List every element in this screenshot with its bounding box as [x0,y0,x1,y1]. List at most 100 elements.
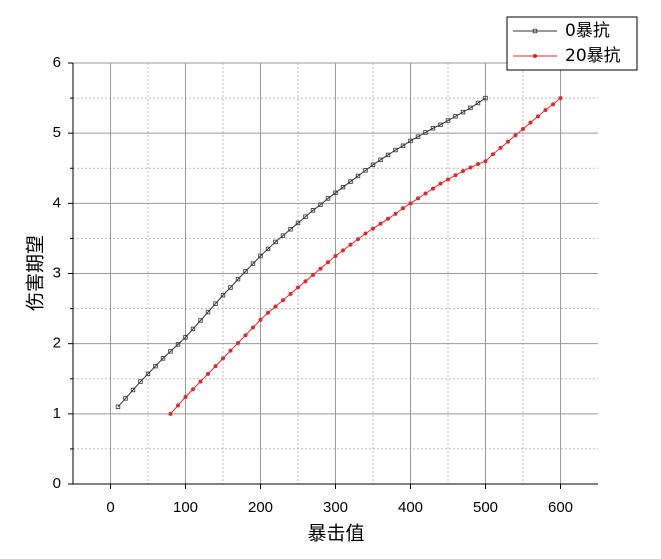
data-point [303,214,308,219]
data-point [460,109,466,115]
data-point [123,396,128,401]
data-point [446,177,450,182]
data-point [423,191,428,196]
data-point [415,134,421,139]
data-point [213,364,218,369]
y-tick-label: 3 [53,264,61,281]
data-point [438,181,443,186]
data-point [273,304,278,309]
data-point [483,159,488,164]
data-point [363,231,368,236]
data-point [461,169,465,174]
x-tick-label: 400 [398,499,423,516]
y-tick-label: 0 [53,475,61,492]
data-point [483,95,488,101]
data-point [243,333,248,338]
data-point [258,253,263,259]
data-point [551,102,555,107]
data-point [191,387,195,392]
data-point [400,143,406,148]
data-point [138,379,143,384]
data-point [333,190,338,196]
data-point [325,196,331,201]
y-tick-label: 2 [53,335,61,352]
data-point [176,403,180,408]
data-point [453,114,458,119]
series-line [117,97,486,408]
data-point [431,186,435,191]
data-point [273,239,278,245]
data-point [468,165,473,170]
data-point [476,162,480,167]
x-tick-label: 600 [548,499,573,516]
data-point [250,261,256,266]
data-point [175,342,181,347]
data-point [521,126,525,131]
data-point [288,291,293,296]
x-tick-label: 100 [173,499,198,516]
data-point [340,184,346,190]
data-point [378,221,383,226]
data-point [153,363,158,369]
data-point [401,206,405,211]
legend-marker [532,28,538,34]
data-point [453,173,458,178]
data-point [318,266,323,271]
legend-label: 20暴抗 [565,46,621,66]
data-point [221,356,225,361]
data-point [198,318,203,323]
data-point [228,348,233,353]
data-point [423,130,428,135]
data-point [528,120,533,125]
data-point [310,208,316,213]
data-point [558,96,563,101]
data-point [318,202,323,207]
data-point [281,298,285,303]
data-point [311,272,315,277]
y-tick-label: 1 [53,405,61,422]
data-point [205,309,211,315]
data-point [258,317,263,322]
data-point [130,387,136,393]
legend-label: 0暴抗 [565,21,610,41]
data-point [543,108,548,113]
data-point [190,326,196,332]
data-point [416,196,420,201]
x-tick-label: 0 [106,499,114,516]
data-point [333,253,338,258]
data-point [213,301,218,306]
data-point [513,133,518,138]
data-point [355,173,361,179]
data-point [438,122,443,127]
x-tick-label: 500 [473,499,498,516]
data-point [348,242,353,247]
y-tick-label: 4 [53,194,61,211]
data-point [236,340,240,345]
data-point [430,126,436,131]
data-point [266,310,270,315]
data-point [356,237,360,242]
legend-box [506,16,638,71]
data-point [160,356,166,361]
data-point [393,211,398,216]
data-point [145,371,151,377]
data-point [183,335,188,340]
data-point [168,411,173,416]
data-point [228,285,233,290]
data-point [491,152,495,157]
data-point [385,152,391,158]
y-axis-label: 伤害期望 [25,235,47,311]
data-point [288,227,293,232]
data-point [475,100,481,106]
data-point [468,105,473,111]
x-axis-label: 暴击值 [307,523,364,545]
data-point [378,157,383,163]
data-point [220,293,226,298]
data-point [265,246,271,252]
data-point [363,168,368,173]
series-line [170,97,561,415]
data-point [348,179,353,184]
x-tick-label: 200 [248,499,273,516]
data-point [235,276,241,282]
